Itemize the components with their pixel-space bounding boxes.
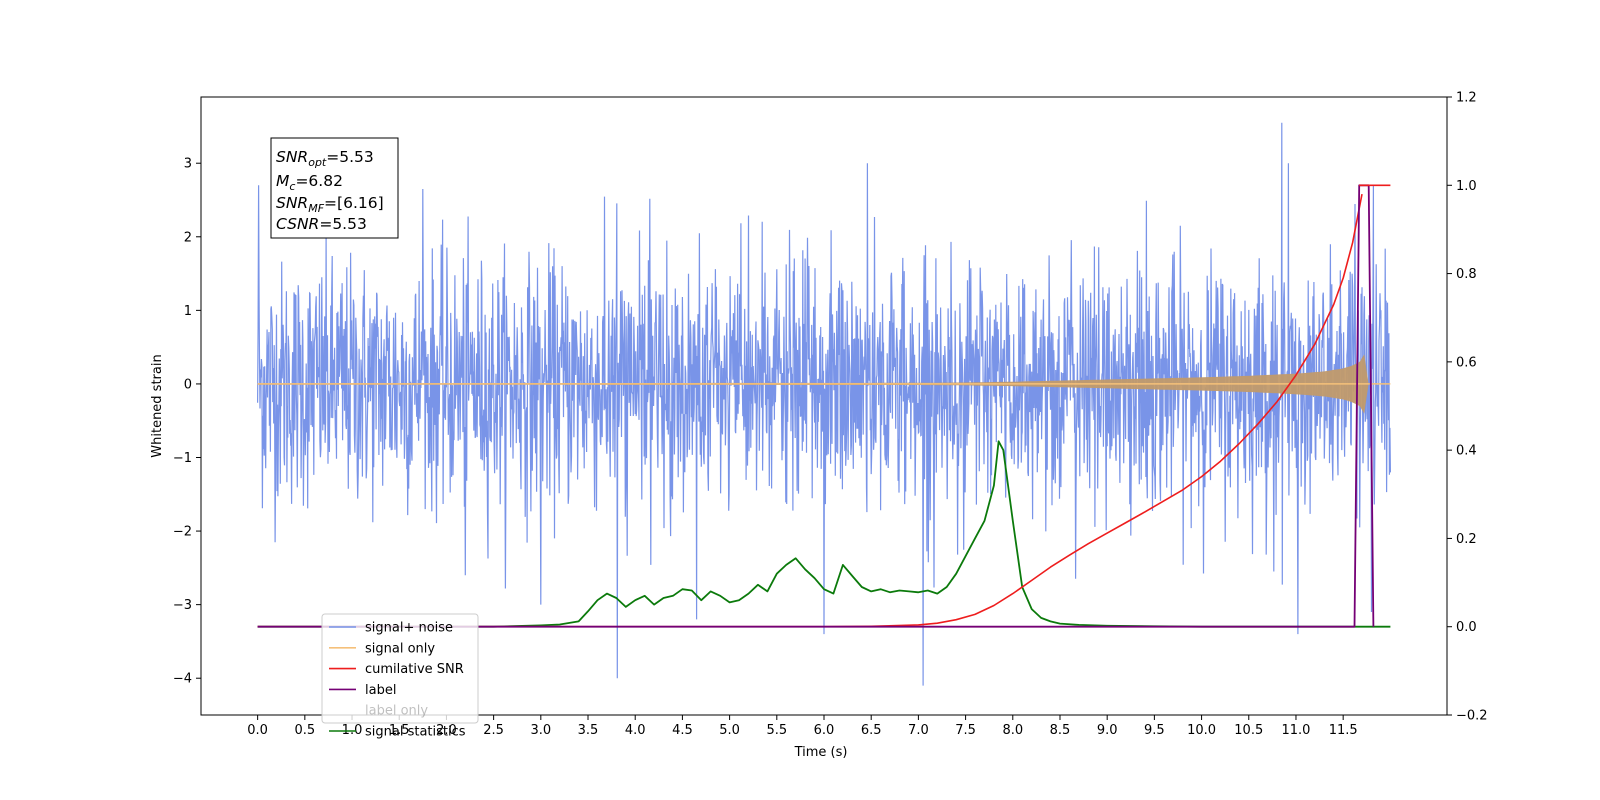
legend: signal+ noise signal only cumilative SNR la… (321, 613, 479, 740)
y-tick-label: −4 (173, 672, 192, 687)
legend-entry: label only (365, 704, 428, 719)
x-axis-label: Time (s) (794, 745, 848, 760)
y-axis-label: Whitened strain (150, 354, 165, 457)
legend-entry: signal only (365, 641, 435, 656)
x-tick-label: 11.0 (1281, 723, 1310, 738)
x-tick-label: 4.0 (625, 723, 646, 738)
y2-tick-label: −0.2 (1456, 709, 1488, 724)
y2-tick-label: 0.8 (1456, 267, 1477, 282)
x-tick-label: 5.0 (719, 723, 740, 738)
y2-tick-label: 0.2 (1456, 532, 1477, 547)
x-tick-label: 9.0 (1097, 723, 1118, 738)
x-tick-label: 6.5 (861, 723, 882, 738)
y2-tick-label: 1.0 (1456, 179, 1477, 194)
y2-tick-label: 0.6 (1456, 355, 1477, 370)
x-tick-label: 10.5 (1234, 723, 1263, 738)
x-tick-label: 0.5 (294, 723, 315, 738)
x-tick-label: 3.5 (578, 723, 599, 738)
x-tick-label: 4.5 (672, 723, 693, 738)
signal-only-series (257, 354, 1391, 414)
x-tick-label: 2.0 (436, 723, 457, 738)
y-tick-label: 1 (184, 304, 192, 319)
x-tick-label: 5.5 (766, 723, 787, 738)
x-tick-label: 3.0 (530, 723, 551, 738)
annotation-box: SNRopt=5.53 Mc=6.82 SNRMF=[6.16] CSNR=5.… (270, 137, 399, 239)
annotation-mc: Mc=6.82 (276, 172, 343, 193)
annotation-snr-mf: SNRMF=[6.16] (276, 194, 384, 215)
y2-tick-label: 0.4 (1456, 444, 1477, 459)
cumilative-snr-line (257, 193, 1363, 628)
legend-entry: signal statistics (365, 725, 466, 740)
y-tick-label: 2 (184, 230, 192, 245)
right-axis-series (257, 184, 1391, 628)
y-tick-label: −2 (173, 525, 192, 540)
x-tick-label: 10.0 (1187, 723, 1216, 738)
x-tick-label: 11.5 (1329, 723, 1358, 738)
annotation-snr-opt: SNRopt=5.53 (276, 148, 374, 169)
legend-entry: cumilative SNR (365, 662, 464, 677)
x-tick-label: 8.0 (1002, 723, 1023, 738)
y-axis-right: 1.2 1.0 0.8 0.6 0.4 0.2 0.0 −0.2 (1447, 91, 1488, 724)
y-tick-label: 3 (184, 157, 192, 172)
signal-noise-series (257, 122, 1391, 686)
legend-entry: signal+ noise (365, 621, 453, 636)
x-tick-label: 2.5 (483, 723, 504, 738)
y-axis-left: 3 2 1 0 −1 −2 −3 −4 (173, 157, 201, 687)
y-tick-label: −3 (173, 598, 192, 613)
x-tick-label: 7.0 (908, 723, 929, 738)
x-tick-label: 9.5 (1144, 723, 1165, 738)
y-tick-label: −1 (173, 451, 192, 466)
y2-tick-label: 0.0 (1456, 620, 1477, 635)
x-tick-label: 1.5 (389, 723, 410, 738)
y-tick-label: 0 (184, 377, 192, 392)
legend-entry: label (365, 683, 396, 698)
signal-statistics-line (257, 440, 1391, 628)
signal-noise-line (257, 122, 1391, 686)
x-tick-label: 8.5 (1050, 723, 1071, 738)
x-tick-label: 7.5 (955, 723, 976, 738)
x-tick-label: 6.0 (814, 723, 835, 738)
annotation-csnr: CSNR=5.53 (276, 215, 367, 233)
x-axis: 0.0 0.5 1.0 1.5 2.0 2.5 3.0 3.5 4.0 4.5 5.0 5.5 6.0 6… (247, 715, 1358, 738)
y2-tick-label: 1.2 (1456, 91, 1477, 106)
x-tick-label: 0.0 (247, 723, 268, 738)
